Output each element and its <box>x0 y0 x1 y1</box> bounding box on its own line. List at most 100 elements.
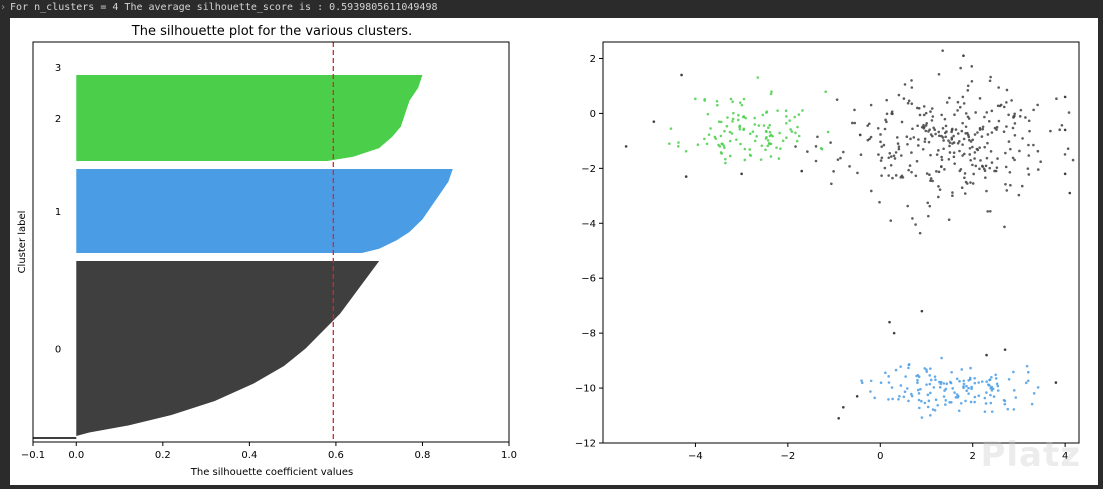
scatter-point-cluster-1 <box>1003 225 1006 229</box>
scatter-point-cluster-2 <box>990 375 993 379</box>
scatter-point-cluster-1 <box>910 102 914 106</box>
scatter-point-cluster-2 <box>953 391 956 394</box>
scatter-point-cluster-1 <box>948 141 952 144</box>
scatter-point-cluster-1 <box>958 139 961 143</box>
scatter-point-cluster-1 <box>910 151 913 154</box>
scatter-point-cluster-1 <box>868 137 871 141</box>
scatter-point-cluster-2 <box>907 363 911 366</box>
scatter-point-cluster-1 <box>906 143 909 146</box>
scatter-point-cluster-0 <box>705 142 709 146</box>
scatter-point-cluster-2 <box>1030 402 1034 406</box>
scatter-point-cluster-0 <box>731 120 734 123</box>
silhouette-tail <box>33 437 77 439</box>
scatter-point-cluster-2 <box>936 403 939 407</box>
scatter-point-cluster-1 <box>1009 183 1012 187</box>
y-tick-label: −8 <box>581 329 596 340</box>
scatter-point-cluster-1 <box>964 125 968 129</box>
scatter-point-cluster-1 <box>853 108 856 112</box>
scatter-point-cluster-1 <box>928 204 932 208</box>
scatter-point-cluster-2 <box>860 379 863 383</box>
scatter-point-cluster-2 <box>956 395 960 399</box>
y-tick-label: 2 <box>590 54 596 65</box>
scatter-point-cluster-2 <box>962 382 966 386</box>
scatter-point-cluster-2 <box>987 383 990 386</box>
scatter-point-cluster-1 <box>910 86 914 89</box>
scatter-point-cluster-1 <box>829 141 832 144</box>
y-tick-label: −4 <box>581 219 596 230</box>
scatter-point-cluster-0 <box>714 137 718 140</box>
cluster-label-1: 1 <box>55 207 61 218</box>
scatter-point-cluster-2 <box>951 387 954 390</box>
scatter-point-cluster-1 <box>922 105 926 108</box>
scatter-point-cluster-2 <box>927 399 931 403</box>
scatter-point-cluster-1 <box>914 174 918 178</box>
scatter-point-cluster-1 <box>1027 173 1031 176</box>
scatter-point-cluster-1 <box>814 159 818 163</box>
scatter-point-cluster-0 <box>768 134 772 138</box>
x-tick-label: 0.0 <box>68 450 84 461</box>
scatter-point-cluster-2 <box>907 366 910 370</box>
scatter-point-cluster-1 <box>1032 143 1035 147</box>
scatter-point-cluster-1 <box>1055 97 1058 100</box>
scatter-point-cluster-1 <box>814 145 818 148</box>
scatter-point-cluster-1 <box>978 128 982 131</box>
scatter-point-cluster-0 <box>770 90 773 93</box>
scatter-point-cluster-1 <box>835 98 839 101</box>
scatter-point-cluster-2 <box>984 402 988 405</box>
scatter-point-cluster-0 <box>703 137 706 141</box>
silhouette-fill-cluster-1 <box>76 169 453 253</box>
scatter-point-cluster-1 <box>848 165 851 168</box>
scatter-point-cluster-1 <box>897 145 901 148</box>
scatter-point-cluster-1 <box>954 128 958 131</box>
scatter-point-cluster-1 <box>938 188 942 191</box>
scatter-point-cluster-0 <box>776 109 779 112</box>
scatter-point-cluster-1 <box>908 164 912 167</box>
scatter-point-cluster-1 <box>912 136 916 139</box>
scatter-point-cluster-1 <box>968 153 972 156</box>
scatter-point-cluster-1 <box>896 142 900 145</box>
scatter-point-cluster-1 <box>1039 160 1042 164</box>
scatter-point-cluster-0 <box>709 127 712 130</box>
scatter-point-cluster-1 <box>970 79 974 83</box>
scatter-point-cluster-1 <box>988 79 992 83</box>
scatter-point-cluster-0 <box>668 142 671 145</box>
scatter-point-cluster-1 <box>907 168 910 172</box>
scatter-point-cluster-1 <box>964 112 968 115</box>
scatter-point-cluster-1 <box>889 155 893 158</box>
scatter-point-cluster-1 <box>969 181 972 184</box>
scatter-point-cluster-1 <box>971 163 974 167</box>
scatter-point-cluster-1 <box>915 159 919 163</box>
scatter-point-cluster-1 <box>914 223 917 226</box>
scatter-point-cluster-1 <box>956 141 960 145</box>
scatter-point-cluster-2 <box>996 384 1000 388</box>
scatter-point-cluster-1 <box>935 153 939 156</box>
scatter-point-outlier <box>888 320 891 324</box>
silhouette-cluster-fills <box>33 75 453 439</box>
scatter-point-cluster-2 <box>1036 386 1040 389</box>
scatter-point-cluster-2 <box>965 384 968 388</box>
scatter-point-outlier <box>1003 348 1007 351</box>
scatter-point-cluster-2 <box>962 379 966 383</box>
scatter-point-cluster-0 <box>768 123 772 127</box>
scatter-point-cluster-0 <box>777 157 781 160</box>
scatter-point-cluster-1 <box>894 151 898 154</box>
scatter-point-cluster-1 <box>995 128 998 131</box>
cluster-label-2: 2 <box>55 114 61 125</box>
cluster-label-0: 0 <box>55 345 61 356</box>
scatter-point-cluster-0 <box>725 124 729 128</box>
scatter-point-cluster-1 <box>1011 126 1015 130</box>
x-tick-label: −2 <box>780 451 795 462</box>
scatter-point-outlier <box>800 169 804 173</box>
silhouette-plot-frame <box>32 41 510 443</box>
scatter-point-cluster-1 <box>880 145 883 148</box>
scatter-point-cluster-0 <box>744 116 747 120</box>
scatter-point-cluster-1 <box>924 124 928 127</box>
scatter-point-cluster-1 <box>917 138 920 141</box>
scatter-point-cluster-2 <box>940 356 943 360</box>
scatter-point-cluster-1 <box>1013 112 1016 116</box>
scatter-point-cluster-1 <box>941 126 945 130</box>
scatter-point-cluster-1 <box>851 121 854 125</box>
scatter-point-cluster-1 <box>964 132 968 135</box>
scatter-point-cluster-1 <box>937 73 941 76</box>
scatter-point-cluster-1 <box>1013 122 1017 125</box>
